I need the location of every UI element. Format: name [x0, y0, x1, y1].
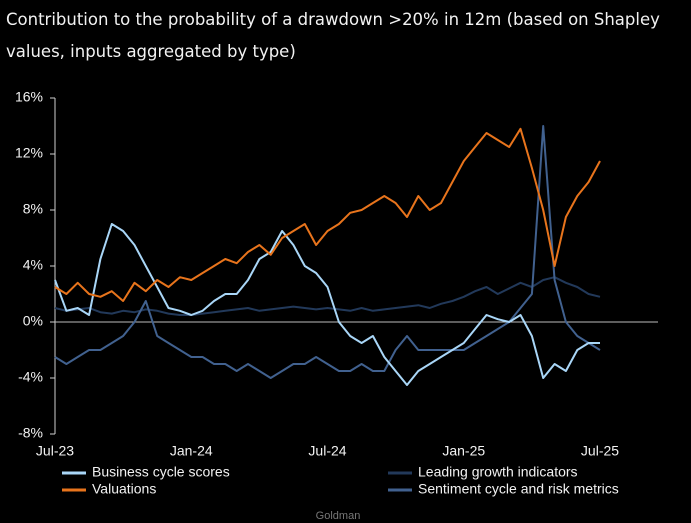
y-tick-label: 4% — [23, 257, 43, 273]
x-tick-label: Jan-24 — [170, 443, 213, 459]
series-line — [54, 125, 601, 379]
x-tick-label: Jan-25 — [442, 443, 485, 459]
chart-title: Contribution to the probability of a dra… — [6, 10, 660, 61]
y-tick-label: -4% — [18, 369, 43, 385]
legend-label: Sentiment cycle and risk metrics — [418, 481, 619, 497]
x-tick-label: Jul-23 — [36, 443, 74, 459]
x-tick-label: Jul-24 — [308, 443, 346, 459]
series-line — [54, 223, 600, 386]
series-line — [54, 276, 601, 316]
series-line — [54, 127, 601, 302]
y-tick-label: 0% — [23, 313, 43, 329]
y-tick-label: -8% — [18, 425, 43, 441]
legend-label: Leading growth indicators — [418, 464, 578, 480]
legend-label: Business cycle scores — [92, 464, 230, 480]
y-tick-label: 12% — [15, 145, 43, 161]
legend-label: Valuations — [92, 481, 156, 497]
source: Goldman — [316, 510, 361, 522]
y-tick-label: 8% — [23, 201, 43, 217]
y-tick-label: 16% — [15, 89, 43, 105]
x-tick-label: Jul-25 — [581, 443, 619, 459]
